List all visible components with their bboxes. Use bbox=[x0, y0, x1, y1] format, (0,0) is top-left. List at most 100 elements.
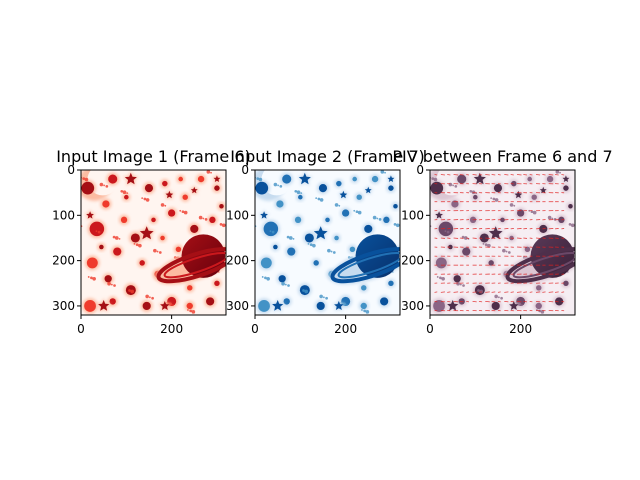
circle-shape bbox=[294, 216, 302, 224]
dot-shape bbox=[105, 184, 109, 188]
circle-shape bbox=[474, 285, 485, 296]
circle-shape bbox=[563, 185, 569, 191]
dot-shape bbox=[288, 236, 293, 240]
circle-shape bbox=[86, 257, 98, 269]
dot-shape bbox=[138, 243, 142, 248]
circle-shape bbox=[282, 174, 292, 184]
dot-shape bbox=[448, 182, 453, 187]
star-shape bbox=[298, 172, 311, 185]
star-shape bbox=[334, 301, 344, 310]
dot-shape bbox=[502, 248, 506, 253]
y-tick-label: 100 bbox=[52, 208, 75, 222]
circle-shape bbox=[433, 300, 445, 312]
dot-shape bbox=[300, 192, 303, 195]
star-shape bbox=[514, 190, 523, 199]
dot-shape bbox=[492, 197, 496, 201]
circle-shape bbox=[263, 221, 279, 237]
dot-shape bbox=[156, 250, 159, 253]
circle-shape bbox=[298, 194, 303, 200]
circle-shape bbox=[255, 181, 269, 195]
dot-shape bbox=[477, 289, 480, 292]
dot-shape bbox=[532, 210, 537, 215]
circle-shape bbox=[99, 244, 104, 250]
dot-shape bbox=[357, 210, 362, 215]
circle-shape bbox=[313, 260, 319, 266]
circle-shape bbox=[536, 285, 542, 291]
circle-shape bbox=[435, 257, 447, 269]
circle-shape bbox=[190, 224, 199, 233]
star-shape bbox=[139, 226, 154, 240]
dot-shape bbox=[261, 276, 264, 278]
dot-shape bbox=[122, 190, 127, 195]
dot-shape bbox=[490, 197, 493, 199]
dot-shape bbox=[189, 309, 193, 313]
dot-shape bbox=[327, 248, 331, 253]
dot-shape bbox=[355, 210, 359, 214]
circle-shape bbox=[524, 246, 531, 253]
circle-shape bbox=[187, 285, 193, 291]
circle-shape bbox=[383, 216, 390, 224]
dot-shape bbox=[82, 177, 86, 180]
star-shape bbox=[435, 211, 443, 219]
circle-shape bbox=[388, 280, 394, 286]
star-shape bbox=[509, 301, 519, 310]
dot-shape bbox=[281, 281, 285, 286]
circle-shape bbox=[214, 185, 220, 191]
dot-shape bbox=[461, 235, 465, 239]
dot-shape bbox=[164, 204, 167, 207]
star-shape bbox=[124, 172, 137, 185]
y-tick-label: 100 bbox=[401, 208, 424, 222]
circle-shape bbox=[81, 181, 95, 195]
dot-shape bbox=[484, 243, 488, 247]
dot-shape bbox=[191, 310, 196, 314]
y-tick-label: 200 bbox=[52, 254, 75, 268]
dot-shape bbox=[433, 177, 438, 182]
dot-shape bbox=[378, 218, 382, 221]
dot-shape bbox=[128, 289, 131, 292]
x-tick-label: 200 bbox=[334, 322, 357, 336]
dot-shape bbox=[528, 209, 531, 212]
dot-shape bbox=[97, 230, 101, 234]
circle-shape bbox=[160, 235, 165, 241]
circle-shape bbox=[462, 247, 471, 256]
circle-shape bbox=[113, 247, 122, 256]
dot-shape bbox=[172, 304, 174, 306]
circle-shape bbox=[393, 203, 398, 209]
circle-shape bbox=[438, 221, 454, 237]
circle-shape bbox=[175, 246, 182, 253]
circle-shape bbox=[479, 233, 489, 243]
dot-shape bbox=[198, 215, 203, 220]
dot-shape bbox=[202, 217, 205, 220]
dot-shape bbox=[494, 294, 498, 299]
dot-shape bbox=[376, 217, 379, 220]
dot-shape bbox=[126, 192, 129, 195]
dot-shape bbox=[570, 223, 575, 228]
y-tick-label: 0 bbox=[67, 163, 75, 177]
circle-shape bbox=[555, 297, 564, 306]
star-shape bbox=[447, 300, 459, 311]
dot-shape bbox=[284, 283, 287, 286]
dot-shape bbox=[444, 230, 447, 233]
dot-shape bbox=[113, 284, 116, 287]
dot-shape bbox=[441, 276, 445, 281]
dot-shape bbox=[271, 230, 275, 234]
dot-shape bbox=[312, 243, 316, 248]
circle-shape bbox=[104, 275, 112, 283]
y-tick-label: 200 bbox=[401, 254, 424, 268]
circle-shape bbox=[563, 280, 569, 286]
dot-shape bbox=[363, 309, 367, 313]
quiver-vectors bbox=[434, 174, 565, 312]
dot-shape bbox=[181, 210, 185, 214]
dot-shape bbox=[365, 310, 370, 314]
dot-shape bbox=[462, 284, 465, 287]
circle-shape bbox=[142, 301, 151, 311]
dot-shape bbox=[487, 243, 491, 248]
dot-shape bbox=[141, 197, 144, 199]
circle-shape bbox=[304, 233, 314, 243]
circle-shape bbox=[360, 302, 367, 310]
circle-shape bbox=[500, 217, 505, 223]
y-tick-label: 300 bbox=[401, 299, 424, 313]
dot-shape bbox=[361, 309, 363, 311]
star-shape bbox=[160, 301, 170, 310]
star-shape bbox=[539, 186, 547, 194]
